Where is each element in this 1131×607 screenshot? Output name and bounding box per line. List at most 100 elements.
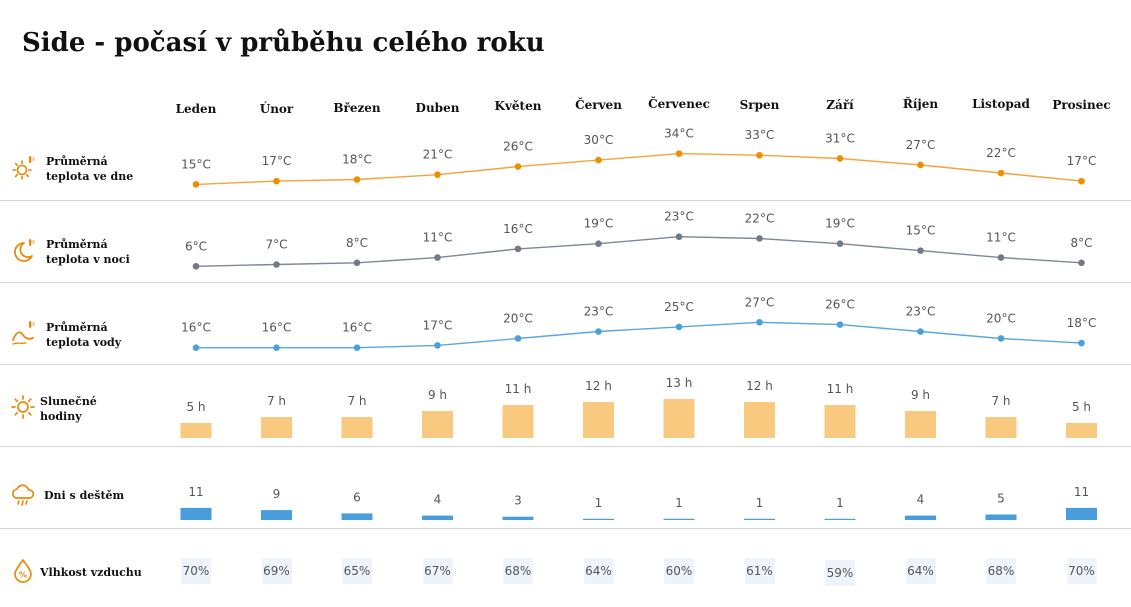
night-value-label: 11°C <box>423 231 453 245</box>
sunshine-value-label: 9 h <box>428 388 447 402</box>
month-label: Říjen <box>902 97 939 111</box>
row-separator <box>0 282 1131 283</box>
humidity-value-box: 68% <box>986 558 1016 584</box>
sunshine-value-label: 7 h <box>991 394 1010 408</box>
row-label-line: Dni s deštěm <box>44 489 125 502</box>
sunshine-bar <box>261 417 292 438</box>
night-data-point <box>273 261 280 268</box>
rain-bar <box>1066 507 1097 520</box>
sunshine-bar <box>341 417 373 438</box>
day-value-label: 26°C <box>503 140 533 154</box>
rain-value-label: 4 <box>917 493 925 507</box>
humidity-value-box: 64% <box>583 558 614 584</box>
row-label-line: Slunečné <box>40 395 97 408</box>
sunshine-value-label: 11 h <box>505 382 532 396</box>
night-value-label: 23°C <box>664 210 694 224</box>
day-value-label: 17°C <box>262 154 292 168</box>
row-label-sunshine: Slunečné hodiny <box>40 394 97 424</box>
day-data-point <box>756 151 763 159</box>
sunshine-bar <box>583 402 614 438</box>
water-value-label: 17°C <box>423 318 453 332</box>
night-value-label: 6°C <box>185 239 207 253</box>
day-value-label: 15°C <box>181 157 211 171</box>
humidity-value-box: 64% <box>905 558 936 584</box>
month-label: Červenec <box>648 97 710 111</box>
night-data-point <box>434 254 441 261</box>
water-data-point <box>192 344 200 351</box>
night-value-label: 19°C <box>584 217 614 231</box>
night-data-point <box>917 247 924 254</box>
row-label-line: Vlhkost vzduchu <box>40 566 142 579</box>
water-data-point <box>1078 339 1085 347</box>
rain-bar <box>905 515 936 520</box>
water-value-label: 20°C <box>986 311 1016 325</box>
night-value-label: 11°C <box>986 231 1016 245</box>
night-data-point <box>1078 259 1085 267</box>
row-label-line: hodiny <box>40 410 82 423</box>
sunshine-bar <box>1066 423 1097 438</box>
day-series-line <box>195 152 1082 186</box>
rain-bar <box>180 507 212 520</box>
row-separator <box>0 528 1131 529</box>
row-label-water-temp: Průměrná teplota vody <box>46 320 121 350</box>
water-data-point <box>595 328 602 335</box>
rain-bar <box>502 516 534 520</box>
row-label-line: Průměrná <box>46 321 108 334</box>
night-data-point <box>595 240 602 247</box>
rain-bar <box>341 513 373 520</box>
day-value-label: 22°C <box>986 146 1016 160</box>
water-data-point <box>434 342 441 349</box>
day-data-point <box>997 169 1005 177</box>
rain-value-label: 6 <box>353 490 361 504</box>
month-label: Únor <box>259 102 294 116</box>
water-data-point <box>756 319 763 326</box>
rain-bar <box>824 518 856 520</box>
month-label: Červen <box>575 98 622 112</box>
water-value-label: 20°C <box>503 311 533 325</box>
rain-bar <box>422 515 453 520</box>
water-value-label: 23°C <box>584 305 614 319</box>
day-value-label: 31°C <box>825 131 855 145</box>
rain-value-label: 1 <box>836 496 844 510</box>
sunshine-bar <box>824 405 856 438</box>
rain-value-label: 1 <box>675 496 683 510</box>
sunshine-bar <box>180 423 212 438</box>
rain-value-label: 3 <box>514 494 522 508</box>
row-label-line: teplota v noci <box>46 253 130 266</box>
water-data-point <box>836 321 844 328</box>
night-value-label: 8°C <box>1070 236 1092 250</box>
rain-bar <box>744 518 775 520</box>
sunshine-value-label: 13 h <box>666 376 693 390</box>
night-value-label: 15°C <box>906 224 936 238</box>
day-value-label: 27°C <box>906 138 936 152</box>
sunshine-value-label: 9 h <box>911 388 930 402</box>
night-value-label: 7°C <box>265 238 287 252</box>
rain-bar <box>985 514 1017 520</box>
night-data-point <box>836 240 844 247</box>
row-label-day-temp: Průměrná teplota ve dne <box>46 154 133 184</box>
day-value-label: 21°C <box>423 148 453 162</box>
night-value-label: 19°C <box>825 217 855 231</box>
humidity-value-box: 67% <box>422 558 453 584</box>
humidity-value-box: 68% <box>503 558 533 584</box>
water-data-point <box>514 335 522 342</box>
day-data-point <box>353 176 361 183</box>
row-label-night-temp: Průměrná teplota v noci <box>46 237 130 267</box>
humidity-drop-icon: % <box>14 559 32 583</box>
humidity-value-box: 69% <box>261 558 292 584</box>
night-value-label: 22°C <box>745 211 775 225</box>
day-value-label: 30°C <box>584 133 614 147</box>
night-data-point <box>675 233 683 241</box>
sun-icon <box>11 395 35 419</box>
night-data-point <box>514 245 522 253</box>
water-data-point <box>675 323 683 331</box>
sunshine-value-label: 12 h <box>746 379 773 393</box>
row-separator <box>0 364 1131 365</box>
night-data-point <box>756 235 763 242</box>
night-value-label: 16°C <box>503 222 533 236</box>
month-label: Květen <box>494 99 542 113</box>
month-label: Březen <box>333 101 381 115</box>
month-label: Srpen <box>739 98 780 112</box>
svg-text:%: % <box>19 571 27 580</box>
